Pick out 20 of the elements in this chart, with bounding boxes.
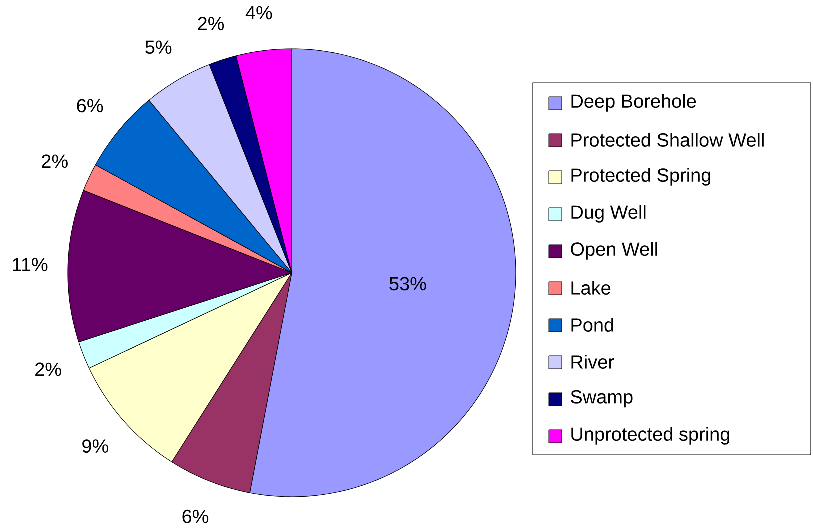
legend-label: Lake: [572, 281, 611, 296]
data-label: 11%: [13, 258, 48, 272]
data-label: 6%: [182, 510, 209, 524]
data-label: 2%: [42, 154, 68, 168]
legend-label: Dug Well: [572, 205, 646, 223]
data-label: 9%: [82, 440, 108, 454]
data-label: 2%: [36, 362, 62, 376]
data-label: 4%: [246, 6, 272, 20]
data-label: 5%: [146, 40, 172, 54]
legend-label: Open Well: [571, 242, 658, 260]
legend-label: Pond: [572, 318, 614, 332]
legend-label: River: [572, 355, 614, 370]
legend-label: Unprotected spring: [572, 427, 730, 445]
data-label: 6%: [77, 99, 104, 113]
legend-label: Protected Shallow Well: [572, 133, 764, 148]
legend-label: Deep Borehole: [572, 94, 696, 112]
data-label: 53%: [390, 277, 426, 291]
data-label: 2%: [198, 17, 224, 31]
legend-label: Protected Spring: [572, 168, 710, 186]
legend-label: Swamp: [571, 390, 633, 408]
